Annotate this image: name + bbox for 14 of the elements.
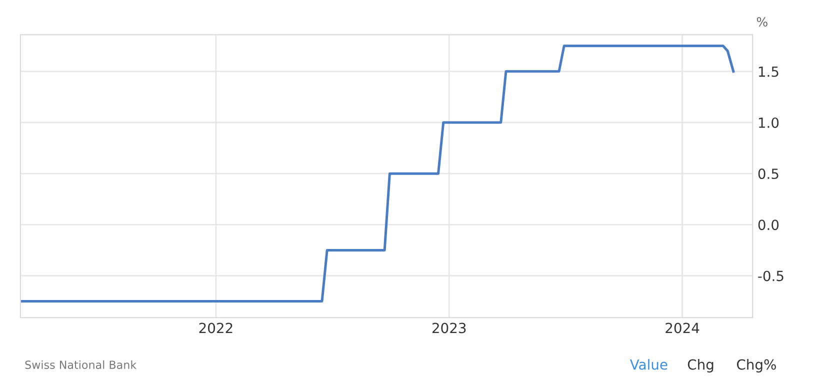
text: Chg: [688, 359, 714, 372]
x-tick-label: 2024: [666, 322, 700, 334]
y-tick-label: 1.0: [758, 117, 779, 128]
text: Chg%: [736, 359, 776, 372]
y-tick-label: 1.5: [758, 66, 778, 77]
text: Value: [630, 359, 668, 370]
x-tick-label: 2022: [199, 322, 232, 334]
y-axis-title: %: [756, 17, 768, 27]
x-tick-label: 2023: [432, 322, 466, 334]
text: Swiss National Bank: [25, 360, 137, 369]
y-tick-label: 0.0: [758, 220, 779, 230]
line-series: [20, 44, 735, 303]
y-tick-label: 0.5: [758, 168, 778, 180]
y-tick-label: -0.5: [758, 270, 784, 282]
